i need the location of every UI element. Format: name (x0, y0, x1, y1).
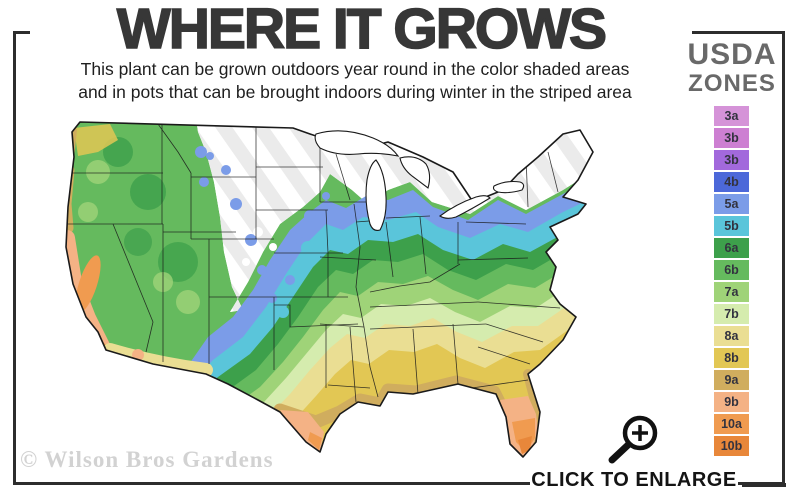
subtitle-line-2: and in pots that can be brought indoors … (78, 81, 632, 102)
legend-zone-swatch: 8b (714, 348, 749, 368)
legend-zone-swatch: 5a (714, 194, 749, 214)
magnifier-plus-icon[interactable] (604, 408, 666, 470)
legend-zone-swatch: 10b (714, 436, 749, 456)
watermark: © Wilson Bros Gardens (20, 447, 274, 472)
state-borders (66, 122, 561, 403)
legend-zone-label: 7b (724, 307, 739, 321)
legend-zone-swatch: 9a (714, 370, 749, 390)
legend-zone-label: 5b (724, 219, 739, 233)
legend-zones: 3a 3b 3b 4b 5a 5b 6a 6b 7a 7b 8a 8b 9a 9b 10a 10b (714, 106, 749, 458)
legend-zone-label: 10a (721, 417, 742, 431)
legend-zone-label: 9a (724, 373, 739, 387)
click-to-enlarge-button[interactable]: CLICK TO ENLARGE (530, 466, 738, 494)
legend-zone-label: 10b (720, 439, 743, 453)
legend-zone-label: 6b (724, 263, 739, 277)
subtitle: This plant can be grown outdoors year ro… (30, 58, 680, 104)
subtitle-line-1: This plant can be grown outdoors year ro… (80, 59, 630, 79)
legend-zone-swatch: 3a (714, 106, 749, 126)
legend-zone-label: 3b (724, 153, 739, 167)
legend-zone-label: 4b (724, 175, 739, 189)
legend-heading-usda: USDA (687, 38, 777, 71)
us-outline (65, 121, 594, 458)
click-to-enlarge-label: CLICK TO ENLARGE (531, 468, 737, 491)
enlarge-dash-line (742, 483, 786, 487)
zone-bands (66, 122, 593, 457)
legend-zone-label: 9b (724, 395, 739, 409)
legend-heading: USDA ZONES (684, 40, 780, 96)
legend-zone-label: 5a (724, 197, 739, 211)
great-lakes (314, 130, 525, 231)
legend-zone-swatch: 3b (714, 128, 749, 148)
legend-zone-label: 3b (724, 131, 739, 145)
legend-zone-label: 7a (724, 285, 739, 299)
legend-zone-label: 8a (724, 329, 739, 343)
legend-zone-label: 3a (724, 109, 739, 123)
legend-zone-swatch: 5b (714, 216, 749, 236)
legend-zone-label: 8b (724, 351, 739, 365)
legend-zone-label: 6a (724, 241, 739, 255)
legend-zone-swatch: 4b (714, 172, 749, 192)
legend-zone-swatch: 3b (714, 150, 749, 170)
legend-zone-swatch: 6a (714, 238, 749, 258)
legend-zone-swatch: 7a (714, 282, 749, 302)
us-zones-map[interactable] (58, 112, 618, 464)
legend-zone-swatch: 9b (714, 392, 749, 412)
legend-zone-swatch: 7b (714, 304, 749, 324)
legend-zone-swatch: 6b (714, 260, 749, 280)
legend-heading-zones: ZONES (688, 70, 776, 97)
legend-zone-swatch: 10a (714, 414, 749, 434)
page-title: WHERE IT GROWS (30, 0, 692, 62)
legend-zone-swatch: 8a (714, 326, 749, 346)
